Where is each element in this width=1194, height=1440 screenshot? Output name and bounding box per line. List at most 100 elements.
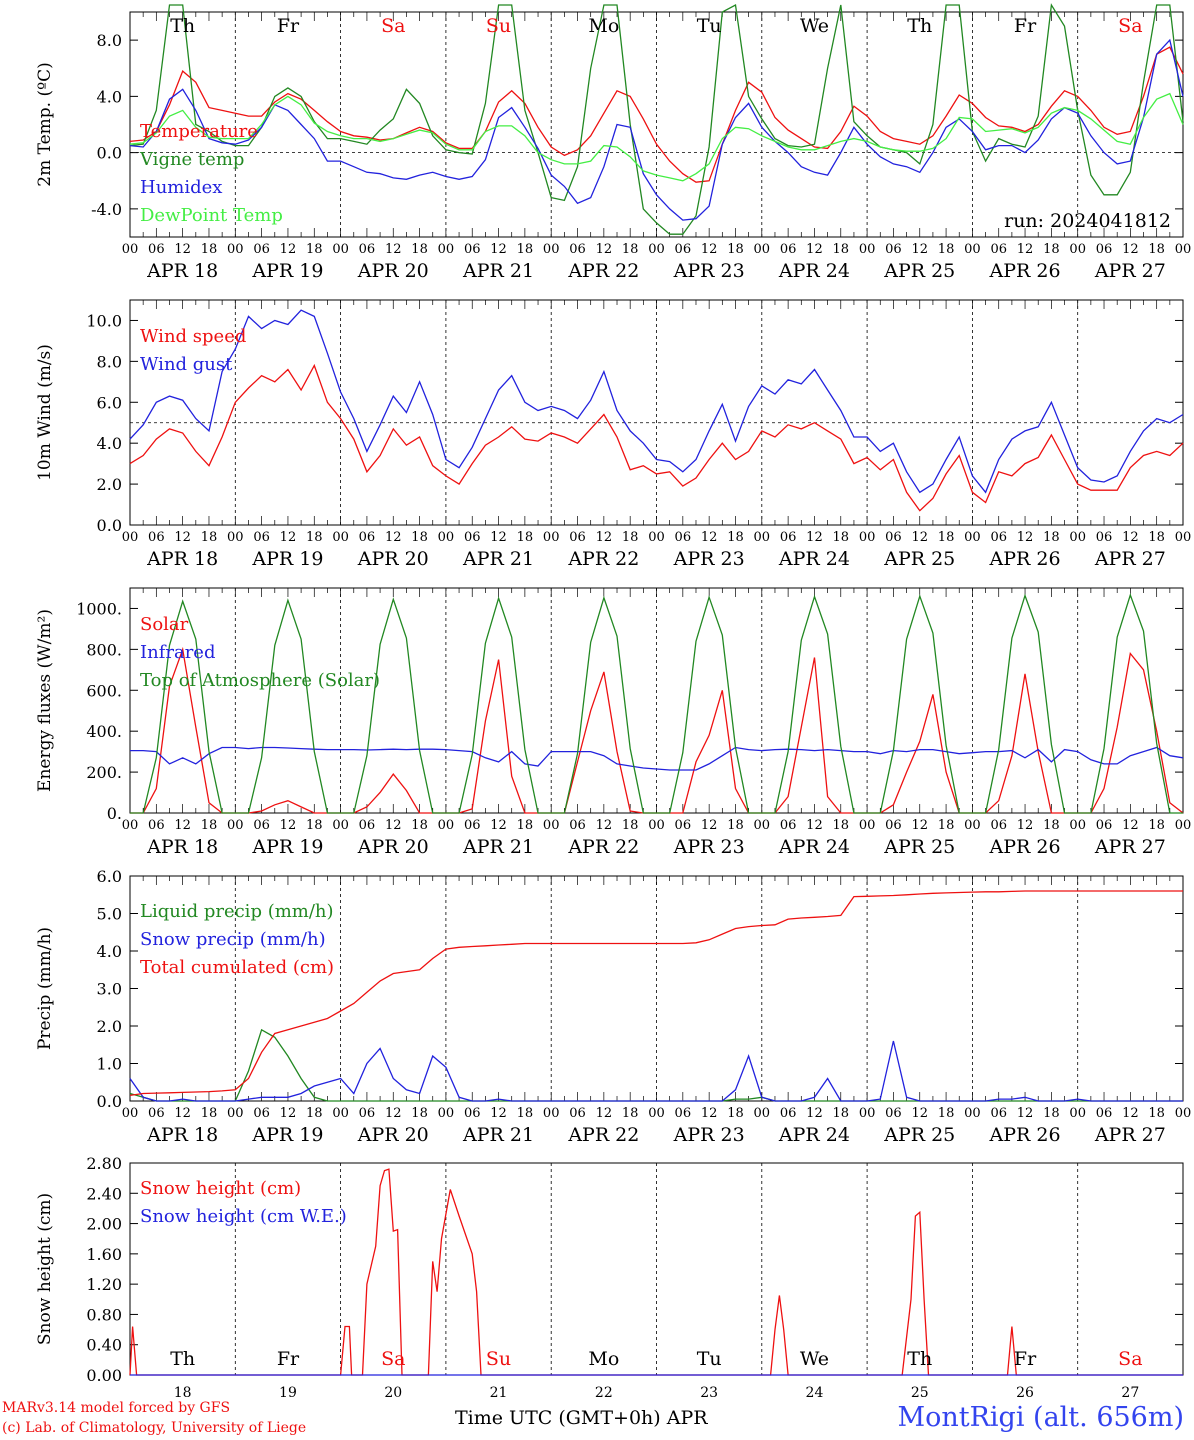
hour-tick-label: 06	[1096, 530, 1113, 545]
hour-tick-label: 00	[859, 530, 876, 545]
hour-tick-label: 00	[964, 242, 981, 257]
y-tick-label: 4.0	[97, 434, 122, 453]
hour-tick-label: 06	[675, 1106, 692, 1121]
hour-tick-label: 06	[253, 818, 270, 833]
y-tick-label: 400.	[86, 722, 122, 741]
hour-tick-label: 18	[938, 818, 955, 833]
hour-tick-label: 18	[833, 818, 850, 833]
run-annotation: run: 2024041812	[1004, 210, 1171, 232]
day-number-label: 23	[700, 1385, 718, 1400]
hour-tick-label: 12	[385, 242, 402, 257]
hour-tick-label: 06	[990, 818, 1007, 833]
hour-tick-label: 12	[174, 818, 191, 833]
y-tick-label: 0.80	[86, 1305, 122, 1324]
hour-tick-label: 12	[1122, 1106, 1139, 1121]
y-axis-label: Precip (mm/h)	[35, 927, 55, 1050]
series-line-humidex	[129, 38, 1184, 221]
hour-tick-label: 18	[1043, 1106, 1060, 1121]
day-label: APR 22	[567, 260, 639, 282]
hour-tick-label: 06	[885, 242, 902, 257]
hour-tick-label: 00	[1069, 530, 1086, 545]
hour-tick-label: 18	[201, 242, 218, 257]
y-tick-label: 0.0	[97, 1092, 122, 1111]
y-axis-label: Snow height (cm)	[35, 1193, 55, 1345]
hour-tick-label: 06	[675, 818, 692, 833]
hour-tick-label: 18	[306, 1106, 323, 1121]
day-number-label: 20	[384, 1385, 402, 1400]
hour-tick-label: 18	[938, 1106, 955, 1121]
day-label: APR 21	[462, 260, 534, 282]
hour-tick-label: 18	[306, 242, 323, 257]
hour-tick-label: 12	[280, 818, 297, 833]
day-label: APR 21	[462, 836, 534, 858]
hour-tick-label: 18	[833, 1106, 850, 1121]
legend-entry: Liquid precip (mm/h)	[140, 901, 334, 922]
weekday-label: Fr	[277, 1348, 300, 1370]
hour-tick-label: 18	[938, 530, 955, 545]
legend-entry: Infrared	[140, 642, 215, 663]
hour-tick-label: 00	[964, 530, 981, 545]
hour-tick-label: 18	[833, 242, 850, 257]
hour-tick-label: 12	[1017, 818, 1034, 833]
hour-tick-label: 00	[332, 242, 349, 257]
hour-tick-label: 18	[306, 818, 323, 833]
panel-frame	[129, 299, 1184, 526]
weekday-label: Fr	[1014, 1348, 1037, 1370]
day-number-label: 21	[490, 1385, 508, 1400]
hour-tick-label: 12	[701, 818, 718, 833]
weekday-label: Fr	[277, 15, 300, 37]
hour-tick-label: 18	[1148, 530, 1165, 545]
hour-tick-label: 06	[990, 530, 1007, 545]
day-label: APR 23	[673, 1124, 745, 1146]
y-tick-label: 0.0	[97, 516, 122, 535]
day-number-label: 25	[911, 1385, 929, 1400]
weekday-label: Th	[170, 15, 195, 37]
hour-tick-label: 06	[464, 530, 481, 545]
hour-tick-label: 18	[517, 818, 534, 833]
day-label: APR 19	[251, 260, 323, 282]
y-tick-label: 1000.	[76, 599, 122, 618]
panel-3	[129, 587, 1184, 814]
hour-tick-label: 12	[596, 1106, 613, 1121]
hour-tick-label: 12	[174, 530, 191, 545]
day-label: APR 23	[673, 260, 745, 282]
series-line-infrared	[130, 746, 1184, 771]
y-tick-label: 800.	[86, 640, 122, 659]
legend-entry: Snow height (cm W.E.)	[140, 1206, 347, 1227]
hour-tick-label: 18	[201, 1106, 218, 1121]
hour-tick-label: 18	[938, 242, 955, 257]
hour-tick-label: 18	[727, 530, 744, 545]
series-line-wind-speed	[129, 363, 1184, 512]
day-label: APR 25	[883, 1124, 955, 1146]
y-tick-label: 2.0	[97, 475, 122, 494]
hour-tick-label: 12	[490, 242, 507, 257]
day-label: APR 26	[989, 548, 1061, 570]
hour-tick-label: 06	[990, 1106, 1007, 1121]
hour-tick-label: 00	[122, 242, 139, 257]
weekday-label: Th	[907, 1348, 932, 1370]
hour-tick-label: 12	[490, 1106, 507, 1121]
hour-tick-label: 18	[622, 530, 639, 545]
hour-tick-label: 12	[174, 1106, 191, 1121]
legend-entry: Humidex	[140, 177, 222, 198]
hour-tick-label: 00	[964, 818, 981, 833]
panel-1	[129, 3, 1184, 238]
y-tick-label: 5.0	[97, 905, 122, 924]
day-label: APR 22	[567, 548, 639, 570]
hour-tick-label: 06	[885, 1106, 902, 1121]
hour-tick-label: 18	[622, 818, 639, 833]
hour-tick-label: 06	[148, 242, 165, 257]
legend-entry: Wind gust	[140, 354, 233, 375]
hour-tick-label: 12	[385, 1106, 402, 1121]
series-line-temperature	[129, 46, 1184, 183]
y-tick-label: 0.	[107, 804, 122, 823]
hour-tick-label: 00	[754, 1106, 771, 1121]
day-label: APR 26	[989, 260, 1061, 282]
y-tick-label: -4.0	[91, 200, 122, 219]
y-tick-label: 10.0	[86, 311, 122, 330]
hour-tick-label: 12	[806, 242, 823, 257]
hour-tick-label: 00	[122, 530, 139, 545]
hour-tick-label: 00	[648, 818, 665, 833]
hour-tick-label: 12	[1017, 1106, 1034, 1121]
hour-tick-label: 18	[517, 242, 534, 257]
